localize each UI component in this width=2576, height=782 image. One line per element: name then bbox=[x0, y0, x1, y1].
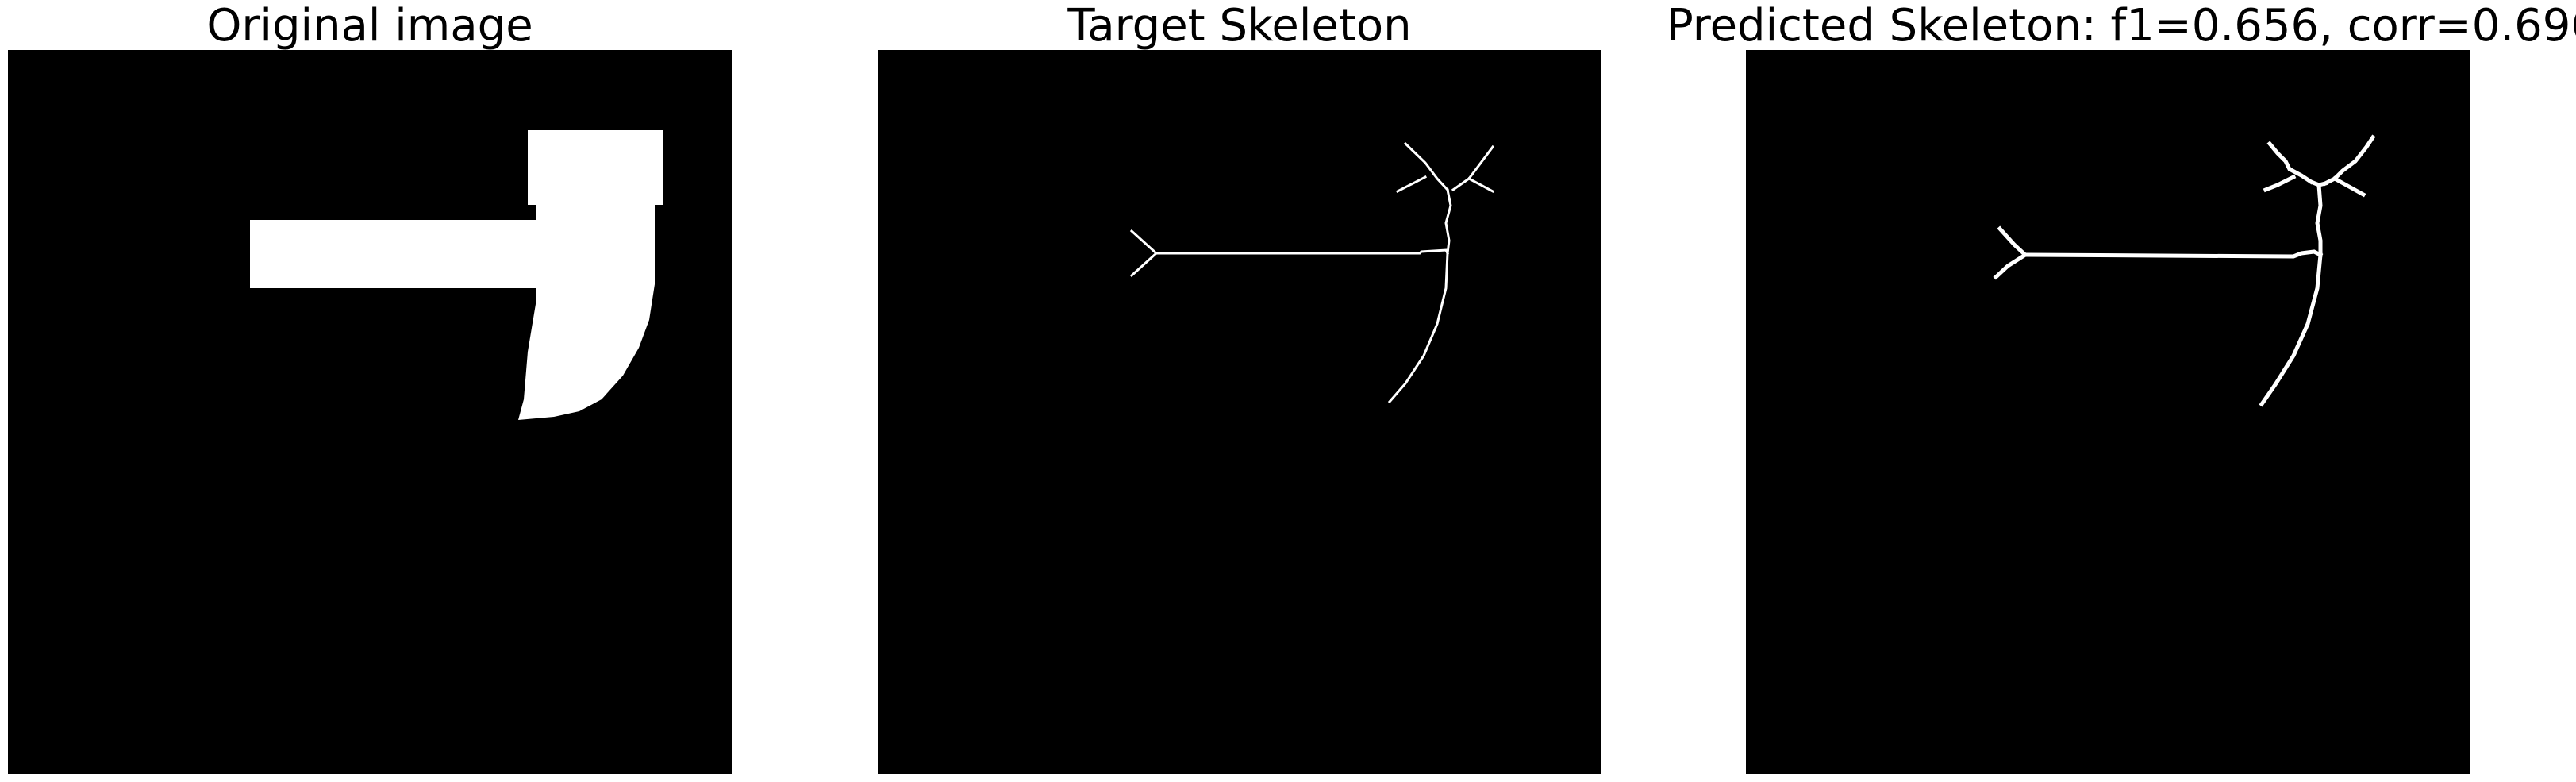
panel-title-predicted: Predicted Skeleton: f1=0.656, corr=0.696 bbox=[1667, 0, 2576, 52]
image-background bbox=[878, 50, 1601, 774]
horizontal-spine bbox=[1155, 248, 1450, 256]
panel-title-target: Target Skeleton bbox=[1067, 0, 1412, 52]
upper-left-spur bbox=[2263, 174, 2297, 193]
upper-left-branch bbox=[1403, 141, 1450, 192]
top-right-block bbox=[528, 130, 663, 205]
binary-shape bbox=[250, 130, 663, 420]
predicted-skeleton-canvas bbox=[1746, 50, 2470, 774]
predicted-skeleton-panel: Predicted Skeleton: f1=0.656, corr=0.696 bbox=[1667, 0, 2576, 782]
upper-right-spur bbox=[2332, 175, 2366, 198]
target-skeleton-panel: Target Skeleton bbox=[878, 0, 1601, 782]
target-skeleton-lines bbox=[1129, 141, 1495, 404]
curved-tail bbox=[2259, 252, 2323, 407]
curved-blade bbox=[518, 205, 655, 420]
horizontal-bar bbox=[250, 220, 544, 288]
panel-title-original: Original image bbox=[206, 0, 533, 52]
upper-left-spur bbox=[1395, 175, 1428, 194]
target-skeleton-canvas bbox=[878, 50, 1601, 774]
upper-left-branch bbox=[2266, 141, 2314, 185]
predicted-skeleton-lines bbox=[1993, 134, 2376, 407]
horizontal-spine bbox=[2023, 249, 2324, 259]
vertical-neck bbox=[2315, 183, 2323, 257]
upper-right-spur bbox=[1467, 176, 1495, 194]
image-background bbox=[1746, 50, 2470, 774]
curved-tail bbox=[1387, 252, 1449, 404]
vertical-neck bbox=[1444, 188, 1452, 255]
original-image-panel: Original image bbox=[8, 0, 732, 782]
original-image-canvas bbox=[8, 50, 732, 774]
